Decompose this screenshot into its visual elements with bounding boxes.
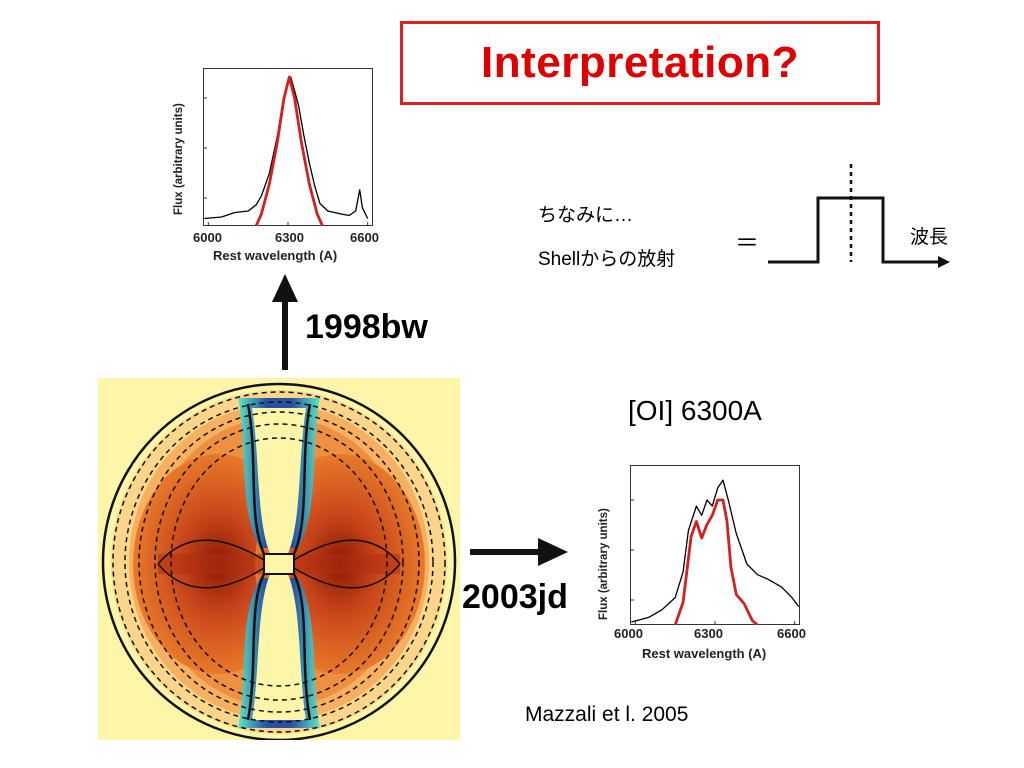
- title-box: Interpretation?: [400, 21, 880, 105]
- plot-1998bw-xlabel: Rest wavelength (A): [213, 248, 338, 263]
- plot-2003jd-model-line: [673, 498, 759, 625]
- slide-title: Interpretation?: [481, 38, 799, 87]
- wavelength-axis-arrow-icon: [938, 256, 950, 268]
- equals-sign: ＝: [735, 230, 759, 257]
- citation: Mazzali et l. 2005: [525, 703, 689, 726]
- spectrum-plot-2003jd: Flux (arbitrary units) 6000 6300 6600 Re…: [592, 460, 822, 670]
- arrow-right-icon: [470, 538, 568, 566]
- label-1998bw: 1998bw: [305, 308, 428, 346]
- plot-1998bw-model-line: [254, 75, 324, 226]
- plot-2003jd-ylabel: Flux (arbitrary units): [598, 508, 610, 620]
- plot-1998bw-observed-line: [204, 76, 369, 220]
- plot-2003jd-tick-6300: 6300: [694, 626, 723, 641]
- plot-1998bw-tick-6600: 6600: [350, 230, 379, 245]
- plot-1998bw-tick-6300: 6300: [275, 230, 304, 245]
- note-line2: Shellからの放射: [538, 249, 676, 270]
- boxy-profile-line: [768, 196, 938, 264]
- plot-2003jd-xlabel: Rest wavelength (A): [642, 646, 767, 661]
- arrow-up-icon: [272, 274, 298, 370]
- wavelength-label: 波長: [910, 227, 949, 248]
- spectrum-plot-1998bw: Flux (arbitrary units) 6000 6300 6600 Re…: [165, 60, 395, 270]
- plot-1998bw-frame: [203, 68, 373, 226]
- line-label: [OI] 6300A: [628, 395, 762, 426]
- plot-2003jd-frame: [630, 465, 800, 625]
- shell-profile-diagram: [768, 164, 950, 268]
- note-line1: ちなみに…: [538, 205, 634, 226]
- label-2003jd: 2003jd: [462, 578, 568, 616]
- plot-1998bw-tick-6000: 6000: [193, 230, 222, 245]
- plot-2003jd-tick-6000: 6000: [614, 626, 643, 641]
- plot-2003jd-observed-line: [631, 479, 800, 623]
- density-map-image: [98, 378, 460, 740]
- plot-1998bw-ylabel: Flux (arbitrary units): [173, 103, 185, 215]
- plot-2003jd-tick-6600: 6600: [777, 626, 806, 641]
